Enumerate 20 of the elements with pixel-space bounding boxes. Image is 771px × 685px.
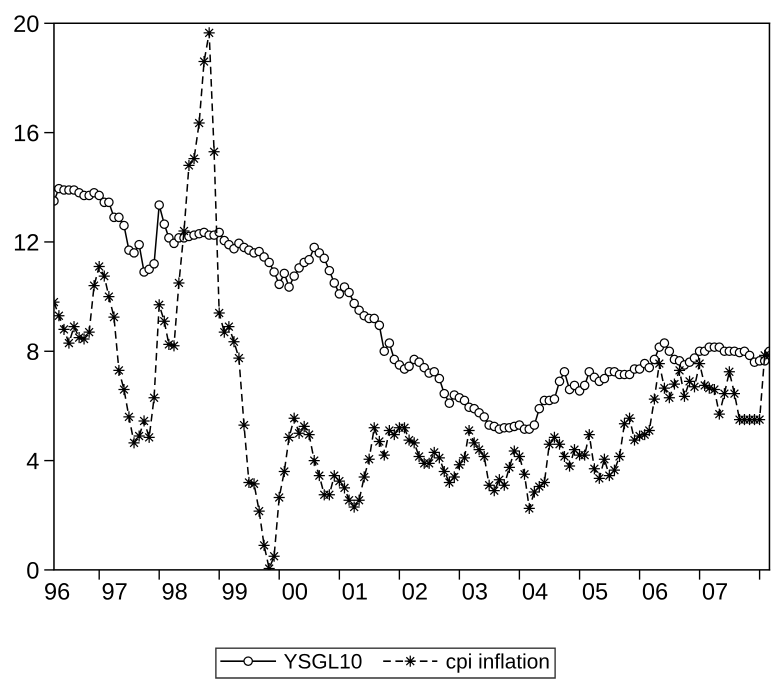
x-tick-label: 98 bbox=[162, 583, 187, 600]
y-tick-label: 0 bbox=[27, 562, 38, 579]
x-tick-label: 99 bbox=[222, 583, 247, 600]
x-tick-label: 06 bbox=[642, 583, 668, 600]
x-tick-label: 04 bbox=[522, 583, 548, 600]
legend-label: cpi inflation bbox=[446, 653, 549, 673]
x-tick-label: 97 bbox=[102, 583, 127, 600]
x-tick-label: 03 bbox=[462, 583, 487, 600]
y-tick-label: 4 bbox=[26, 452, 39, 470]
x-tick-label: 07 bbox=[702, 583, 727, 600]
x-tick-label: 01 bbox=[342, 583, 367, 600]
y-tick-label: 12 bbox=[14, 234, 38, 250]
x-tick-label: 00 bbox=[282, 583, 308, 600]
legend-label: YSGL10 bbox=[284, 654, 362, 669]
x-tick-label: 96 bbox=[45, 583, 70, 600]
y-tick-label: 16 bbox=[14, 124, 38, 142]
y-tick-label: 8 bbox=[27, 343, 38, 360]
x-tick-label: 05 bbox=[582, 583, 608, 600]
x-tick-label: 02 bbox=[402, 583, 427, 600]
y-tick-label: 20 bbox=[14, 15, 38, 32]
